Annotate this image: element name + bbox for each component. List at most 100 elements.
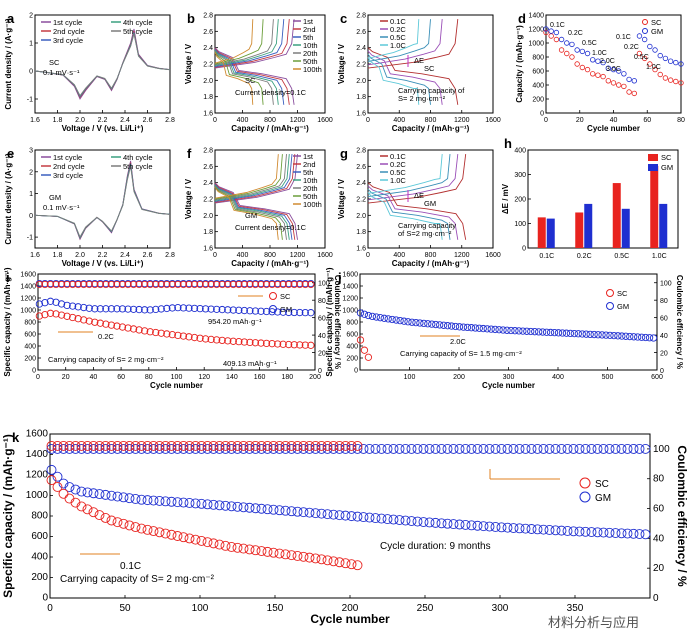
panel-j: 100 200 300 400 500 6000200400600800100012001… bbox=[325, 267, 684, 390]
gm-point bbox=[673, 59, 679, 66]
gm-ce-point bbox=[88, 443, 99, 454]
gm-ce-point bbox=[172, 443, 183, 454]
sc-capacity-point bbox=[201, 335, 210, 343]
sc-capacity-point bbox=[88, 507, 99, 518]
y-tick-label: 200 bbox=[514, 197, 526, 204]
legend-label: 2nd bbox=[303, 160, 316, 169]
sc-point bbox=[636, 50, 643, 57]
y-tick-label: 2.0 bbox=[356, 78, 366, 85]
y2-axis-label: Coulombic efficiency / % bbox=[675, 445, 689, 587]
sc-capacity-point bbox=[208, 538, 219, 549]
y-axis-label: Specific capacity / (mAh·g⁻¹) bbox=[325, 267, 334, 376]
sc-point bbox=[595, 72, 601, 78]
x-tick-label: 800 bbox=[425, 117, 437, 124]
gm-capacity-point bbox=[214, 500, 225, 511]
sc-capacity-point bbox=[250, 545, 261, 556]
y2-tick-label: 20 bbox=[653, 563, 665, 574]
sc-ce-point bbox=[52, 280, 60, 289]
y-tick-label: 800 bbox=[24, 320, 36, 327]
gm-capacity-point bbox=[85, 304, 93, 312]
sc-point bbox=[558, 47, 565, 53]
gm-capacity-point bbox=[448, 519, 459, 530]
gm-bar bbox=[546, 218, 555, 248]
gm-capacity-point bbox=[622, 528, 633, 539]
discharge-curve bbox=[367, 192, 443, 240]
gm-capacity-point bbox=[179, 304, 188, 312]
sc-point bbox=[548, 33, 554, 39]
sc-capacity-point bbox=[262, 546, 273, 557]
sc-ce-point bbox=[207, 280, 215, 289]
gm-ce-point bbox=[598, 443, 609, 454]
y-axis-label: Voltage / V bbox=[184, 178, 193, 219]
cv-curve-5 bbox=[34, 166, 171, 238]
x-axis-label: Cycle number bbox=[150, 381, 203, 390]
gm-point bbox=[631, 78, 637, 84]
y-tick-label: 1.6 bbox=[356, 111, 366, 118]
gm-capacity-point bbox=[523, 327, 531, 335]
discharge-curve bbox=[214, 182, 298, 240]
x-tick-label: 300 bbox=[503, 374, 515, 381]
sc-point bbox=[564, 50, 570, 57]
sc-point bbox=[657, 71, 663, 78]
y-tick-label: 1.8 bbox=[203, 229, 213, 236]
gm-capacity-point bbox=[392, 316, 400, 324]
x-tick-label: 180 bbox=[281, 374, 293, 381]
sc-capacity-point bbox=[298, 551, 309, 562]
rate-label: 0.2C bbox=[624, 44, 639, 51]
gm-capacity-point bbox=[649, 334, 658, 342]
gm-capacity-point bbox=[157, 305, 165, 313]
gm-capacity-point bbox=[130, 494, 141, 504]
sample-label: SC bbox=[424, 64, 435, 73]
loading-label: Carrying capacity of S= 2 mg·cm⁻² bbox=[48, 355, 164, 364]
sc-ce-point bbox=[124, 280, 132, 289]
legend-label: 2nd cycle bbox=[53, 27, 85, 36]
gm-point bbox=[564, 40, 570, 46]
panel-letter: j bbox=[337, 270, 342, 285]
x-tick-label: 200 bbox=[309, 374, 321, 381]
sc-ce-point bbox=[262, 440, 273, 451]
sc-capacity-point bbox=[106, 515, 117, 526]
gm-capacity-point bbox=[46, 297, 55, 305]
sc-capacity-point bbox=[244, 544, 255, 555]
y2-tick-label: 60 bbox=[318, 316, 326, 323]
sc-capacity-point bbox=[46, 475, 57, 486]
sc-capacity-point bbox=[285, 340, 293, 349]
gm-capacity-point bbox=[292, 506, 303, 517]
legend-label: 3rd cycle bbox=[53, 36, 83, 45]
gm-capacity-point bbox=[82, 487, 93, 498]
gm-capacity-point bbox=[240, 306, 249, 315]
sc-capacity-point bbox=[290, 341, 298, 349]
sc-ce-point bbox=[250, 440, 261, 451]
x-axis-label: Capacity / (mAh·g⁻¹) bbox=[392, 124, 470, 133]
sc-point bbox=[615, 82, 622, 88]
gm-capacity-point bbox=[436, 321, 444, 329]
x-axis-label: Cycle number bbox=[310, 612, 390, 626]
gm-bar bbox=[659, 203, 668, 248]
discharge-curve bbox=[214, 186, 283, 240]
charge-curve bbox=[214, 154, 298, 204]
x-tick-label: 0.5C bbox=[614, 253, 629, 260]
gm-ce-point bbox=[502, 443, 513, 454]
y-tick-label: 0 bbox=[29, 69, 33, 76]
sc-ce-point bbox=[146, 280, 154, 289]
gm-ce-point bbox=[178, 443, 189, 454]
gm-ce-point bbox=[46, 443, 57, 454]
gm-point bbox=[626, 76, 632, 83]
legend-label: 3rd cycle bbox=[53, 171, 83, 180]
legend-label: SC bbox=[651, 18, 662, 27]
charge-curve bbox=[214, 154, 283, 200]
sc-capacity-point bbox=[214, 539, 225, 550]
sc-ce-point bbox=[163, 280, 171, 289]
gm-capacity-point bbox=[590, 330, 598, 339]
sample-label: GM bbox=[49, 193, 61, 202]
gm-ce-point bbox=[148, 443, 159, 454]
sc-point bbox=[543, 29, 549, 36]
sc-capacity-point bbox=[307, 341, 315, 349]
gm-capacity-point bbox=[154, 495, 165, 506]
gm-capacity-point bbox=[370, 513, 381, 524]
gm-ce-point bbox=[262, 443, 273, 454]
loading-label-2: of S=2 mg·cm⁻² bbox=[398, 229, 452, 238]
discharge-curve bbox=[214, 185, 287, 240]
gm-ce-point bbox=[244, 443, 255, 454]
